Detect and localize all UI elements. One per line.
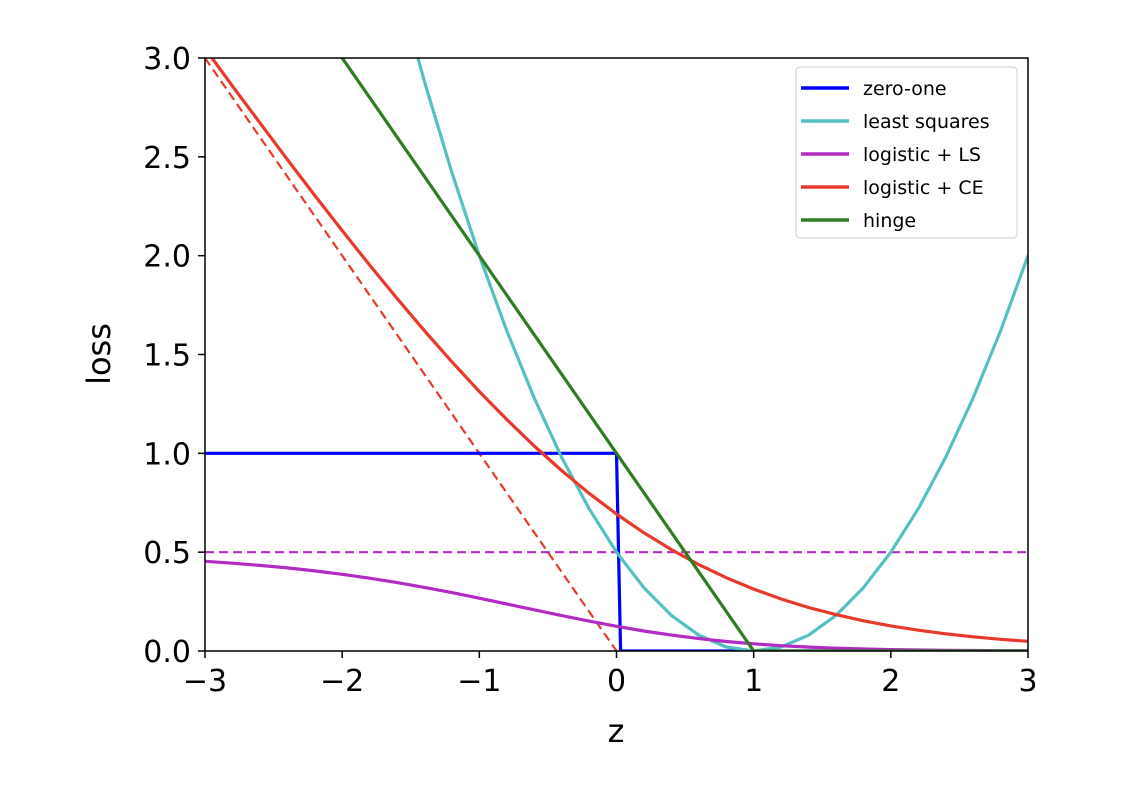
series-line-hinge bbox=[340, 58, 1028, 651]
legend: zero-one least squares logistic + LS logist… bbox=[795, 66, 1018, 239]
series-line-logistic-ce bbox=[210, 58, 1028, 643]
y-tick-label: 2.0 bbox=[143, 240, 191, 275]
legend-label: logistic + LS bbox=[863, 144, 981, 166]
series-line-zero-one bbox=[205, 451, 1028, 651]
y-tick-label: 1.0 bbox=[143, 437, 191, 472]
y-tick-label: 2.5 bbox=[143, 141, 191, 176]
legend-box bbox=[795, 66, 1018, 239]
y-tick-label: 3.0 bbox=[143, 42, 191, 77]
x-tick-label: −1 bbox=[457, 664, 501, 699]
legend-label: logistic + CE bbox=[863, 177, 984, 199]
x-tick-label: 1 bbox=[744, 664, 763, 699]
series-line-least-squares bbox=[416, 58, 1028, 651]
plot-lines bbox=[205, 58, 1028, 651]
legend-label: hinge bbox=[863, 210, 916, 232]
y-axis-label: loss bbox=[80, 323, 118, 385]
legend-label: zero-one bbox=[863, 78, 947, 100]
x-tick-label: −2 bbox=[320, 664, 364, 699]
axis-ticks: −3 −2 −1 0 1 2 3 0.0 0.5 1.0 1.5 2.0 2.5 3.0 bbox=[143, 42, 1037, 699]
x-tick-label: 3 bbox=[1018, 664, 1037, 699]
y-tick-label: 0.0 bbox=[143, 635, 191, 670]
x-axis-label: z bbox=[608, 712, 625, 750]
legend-label: least squares bbox=[863, 111, 990, 133]
y-tick-label: 1.5 bbox=[143, 339, 191, 374]
x-tick-label: 2 bbox=[881, 664, 900, 699]
reference-line-dashed-0 bbox=[205, 58, 618, 651]
series-line-logistic-ls bbox=[205, 559, 1028, 651]
y-tick-label: 0.5 bbox=[143, 536, 191, 571]
x-tick-label: −3 bbox=[183, 664, 227, 699]
x-tick-label: 0 bbox=[607, 664, 626, 699]
